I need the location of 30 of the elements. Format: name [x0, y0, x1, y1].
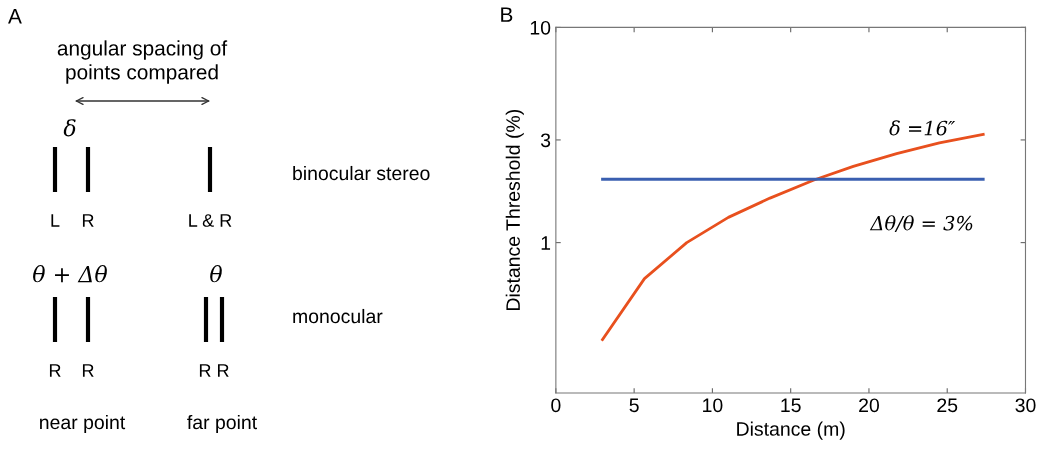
text: θ + Δθ	[33, 265, 107, 283]
y-tick-label: 1	[541, 236, 551, 250]
text: δ	[63, 119, 76, 137]
text: R	[49, 364, 61, 377]
text: near point	[40, 414, 126, 434]
x-axis-title: Distance (m)	[737, 421, 845, 440]
x-tick-label: 30	[1015, 398, 1036, 413]
x-tick-label: 0	[551, 398, 561, 413]
text: θ	[210, 265, 222, 283]
x-tick-label: 5	[629, 398, 639, 413]
annotation: δ =16″	[889, 120, 956, 136]
chart-title: B	[501, 7, 513, 22]
text: R R	[199, 364, 229, 377]
text: angular spacing of points compared	[57, 40, 228, 84]
text: binocular stereo	[293, 165, 430, 181]
text: far point	[187, 414, 257, 434]
text: L	[51, 214, 60, 227]
text: A	[8, 9, 22, 24]
text: monocular	[293, 308, 383, 324]
x-tick-label: 25	[937, 398, 958, 413]
x-tick-label: 10	[703, 398, 723, 413]
y-tick-label: 10	[530, 20, 551, 35]
text: L & R	[189, 214, 232, 227]
text: R	[82, 214, 94, 227]
y-tick-label: 3	[540, 133, 551, 148]
x-tick-label: 20	[859, 398, 879, 413]
x-tick-label: 15	[781, 398, 801, 413]
y-axis-title: Distance Threshold (%)	[505, 110, 524, 311]
annotation: Δθ/θ = 3%	[869, 215, 973, 233]
text: R	[82, 364, 94, 377]
